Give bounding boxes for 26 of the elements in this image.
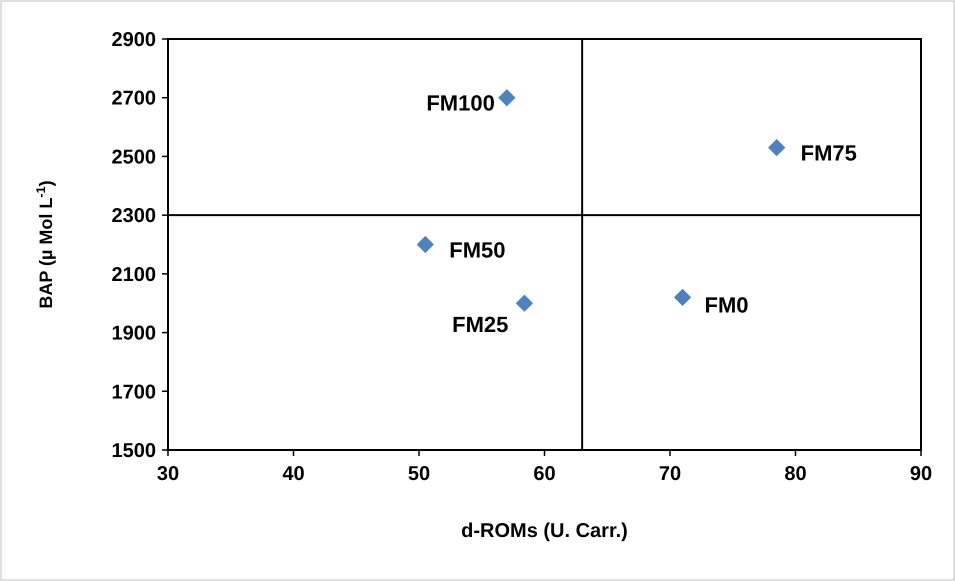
- y-tick-label: 2700: [112, 88, 156, 110]
- x-tick-label: 50: [408, 463, 430, 485]
- point: [674, 288, 692, 306]
- point: [516, 294, 534, 312]
- annotation: FM100: [426, 90, 495, 116]
- point: [768, 138, 786, 156]
- annotation: FM75: [800, 140, 857, 166]
- point: [498, 89, 516, 106]
- x-tick-label: 80: [784, 463, 807, 485]
- x-tick-label: 70: [658, 463, 682, 485]
- y-tick-label: 2500: [112, 146, 156, 168]
- x-tick-label: 30: [156, 463, 180, 485]
- y-tick-label: 1900: [112, 322, 156, 345]
- annotation: FM50: [449, 238, 506, 262]
- annotation: FM0: [704, 292, 749, 318]
- y-tick-label: 2300: [112, 205, 156, 228]
- y-tick-label: 2100: [112, 264, 156, 286]
- x-axis-title: d-ROMs (U. Carr.): [461, 520, 628, 542]
- y-tick-label: 2900: [112, 29, 156, 51]
- x-tick-label: 40: [282, 463, 305, 485]
- y-tick-label: 1700: [112, 381, 156, 404]
- point: [416, 236, 434, 254]
- y-tick-label: 1500: [112, 440, 156, 462]
- annotation: FM25: [452, 312, 508, 338]
- x-tick-label: 90: [910, 463, 932, 485]
- x-tick-label: 60: [533, 463, 556, 485]
